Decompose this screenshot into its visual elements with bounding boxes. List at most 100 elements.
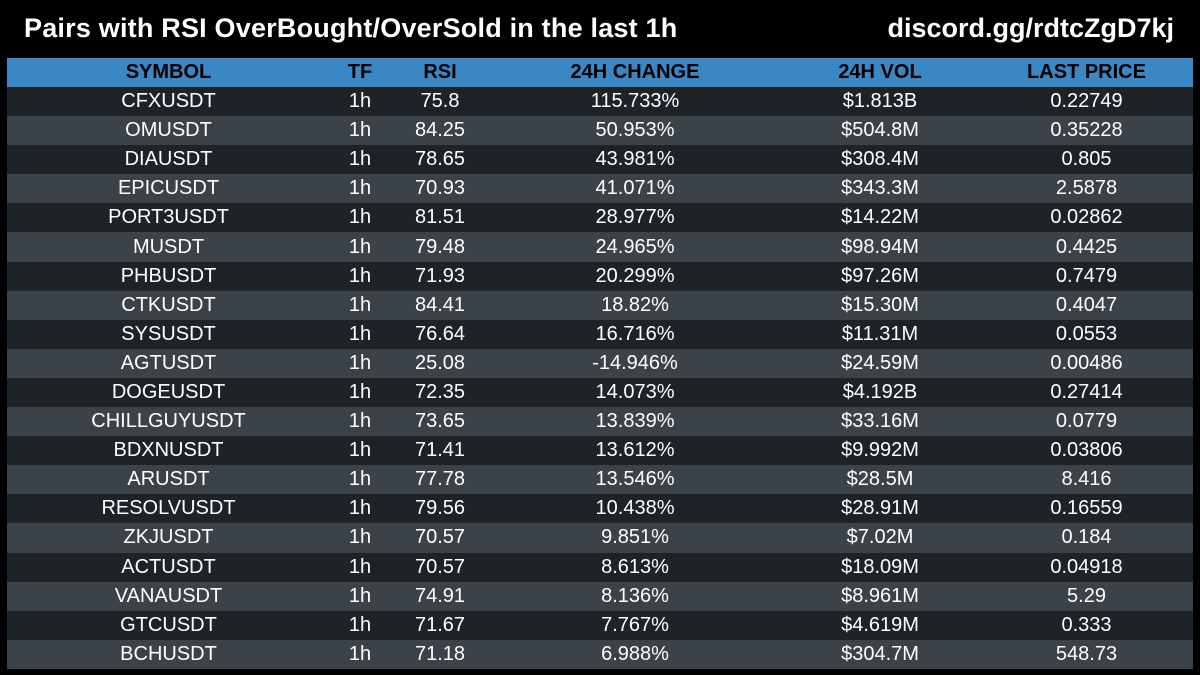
rsi-cell: 75.8 [420,90,460,113]
volume-cell: $343.3M [841,177,919,200]
table-body: CFXUSDT 1h 75.8 115.733% $1.813B 0.22749 OMUSD… [7,87,1193,669]
tf-cell: 1h [348,410,372,433]
symbol-cell: ACTUSDT [121,555,216,578]
symbol-cell: CHILLGUYUSDT [91,410,246,433]
volume-cell: $97.26M [841,264,919,287]
table-header-row: SYMBOL TF RSI 24H CHANGE 24H VOL LAST PR… [7,58,1193,87]
table-row: BCHUSDT 1h 71.18 6.988% $304.7M 548.73 [7,639,1193,669]
change-cell: 14.073% [595,380,675,403]
table-row: GTCUSDT 1h 71.67 7.767% $4.619M 0.333 [7,610,1193,640]
volume-cell: $18.09M [841,555,919,578]
symbol-cell: DOGEUSDT [111,380,226,403]
rsi-cell: 71.67 [414,613,466,636]
rsi-cell: 74.91 [414,584,466,607]
volume-cell: $28.91M [841,497,919,520]
table-row: OMUSDT 1h 84.25 50.953% $504.8M 0.35228 [7,116,1193,146]
change-cell: 9.851% [601,526,669,549]
change-cell: 7.767% [601,613,669,636]
rsi-cell: 79.56 [414,497,466,520]
price-cell: 0.35228 [1050,119,1123,142]
rsi-cell: 70.57 [414,555,466,578]
price-cell: 0.805 [1061,148,1112,171]
symbol-cell: DIAUSDT [124,148,213,171]
table-row: CHILLGUYUSDT 1h 73.65 13.839% $33.16M 0.0779 [7,407,1193,437]
rsi-cell: 70.93 [414,177,466,200]
volume-cell: $9.992M [841,439,919,462]
rsi-cell: 71.18 [414,642,466,665]
price-cell: 548.73 [1055,642,1118,665]
volume-cell: $308.4M [841,148,919,171]
rsi-cell: 73.65 [414,410,466,433]
rsi-cell: 84.41 [414,293,466,316]
change-cell: 41.071% [595,177,675,200]
rsi-cell: 25.08 [414,351,466,374]
table-row: VANAUSDT 1h 74.91 8.136% $8.961M 5.29 [7,581,1193,611]
change-cell: 8.613% [601,555,669,578]
symbol-cell: PORT3USDT [108,206,229,229]
symbol-cell: CFXUSDT [121,90,216,113]
column-header-last-price: LAST PRICE [1027,61,1146,83]
change-cell: 8.136% [601,584,669,607]
rsi-cell: 71.93 [414,264,466,287]
volume-cell: $15.30M [841,293,919,316]
tf-cell: 1h [348,119,372,142]
symbol-cell: BCHUSDT [120,642,217,665]
rsi-cell: 76.64 [414,322,466,345]
symbol-cell: MUSDT [132,235,205,258]
volume-cell: $14.22M [841,206,919,229]
rsi-table-container: SYMBOL TF RSI 24H CHANGE 24H VOL LAST PR… [7,58,1193,669]
table-row: AGTUSDT 1h 25.08 -14.946% $24.59M 0.00486 [7,348,1193,378]
table-row: SYSUSDT 1h 76.64 16.716% $11.31M 0.0553 [7,319,1193,349]
rsi-cell: 71.41 [414,439,466,462]
tf-cell: 1h [348,322,372,345]
table-row: CFXUSDT 1h 75.8 115.733% $1.813B 0.22749 [7,87,1193,117]
volume-cell: $1.813B [842,90,918,113]
price-cell: 8.416 [1061,468,1112,491]
price-cell: 0.04918 [1050,555,1123,578]
tf-cell: 1h [348,584,372,607]
symbol-cell: PHBUSDT [120,264,217,287]
volume-cell: $4.192B [842,380,918,403]
price-cell: 0.00486 [1050,351,1123,374]
price-cell: 2.5878 [1055,177,1118,200]
change-cell: 24.965% [595,235,675,258]
volume-cell: $24.59M [841,351,919,374]
price-cell: 0.02862 [1050,206,1123,229]
table-row: MUSDT 1h 79.48 24.965% $98.94M 0.4425 [7,232,1193,262]
tf-cell: 1h [348,351,372,374]
table-row: PHBUSDT 1h 71.93 20.299% $97.26M 0.7479 [7,261,1193,291]
rsi-cell: 77.78 [414,468,466,491]
tf-cell: 1h [348,555,372,578]
change-cell: 13.612% [595,439,675,462]
symbol-cell: RESOLVUSDT [101,497,236,520]
price-cell: 0.22749 [1050,90,1123,113]
symbol-cell: ZKJUSDT [123,526,214,549]
table-row: ZKJUSDT 1h 70.57 9.851% $7.02M 0.184 [7,523,1193,553]
price-cell: 0.27414 [1050,380,1123,403]
tf-cell: 1h [348,439,372,462]
rsi-cell: 79.48 [414,235,466,258]
tf-cell: 1h [348,526,372,549]
price-cell: 0.4425 [1055,235,1118,258]
symbol-cell: OMUSDT [125,119,212,142]
column-header-24h-vol: 24H VOL [838,61,922,83]
tf-cell: 1h [348,613,372,636]
symbol-cell: VANAUSDT [114,584,223,607]
tf-cell: 1h [348,497,372,520]
tf-cell: 1h [348,90,372,113]
tf-cell: 1h [348,177,372,200]
change-cell: 20.299% [595,264,675,287]
rsi-cell: 84.25 [414,119,466,142]
symbol-cell: AGTUSDT [120,351,217,374]
price-cell: 0.7479 [1055,264,1118,287]
change-cell: 13.546% [595,468,675,491]
change-cell: 28.977% [595,206,675,229]
price-cell: 0.0779 [1055,410,1118,433]
volume-cell: $8.961M [841,584,919,607]
change-cell: -14.946% [592,351,678,374]
symbol-cell: CTKUSDT [121,293,216,316]
table-row: DOGEUSDT 1h 72.35 14.073% $4.192B 0.27414 [7,377,1193,408]
table-row: BDXNUSDT 1h 71.41 13.612% $9.992M 0.03806 [7,436,1193,466]
change-cell: 43.981% [595,148,675,171]
volume-cell: $4.619M [841,613,919,636]
